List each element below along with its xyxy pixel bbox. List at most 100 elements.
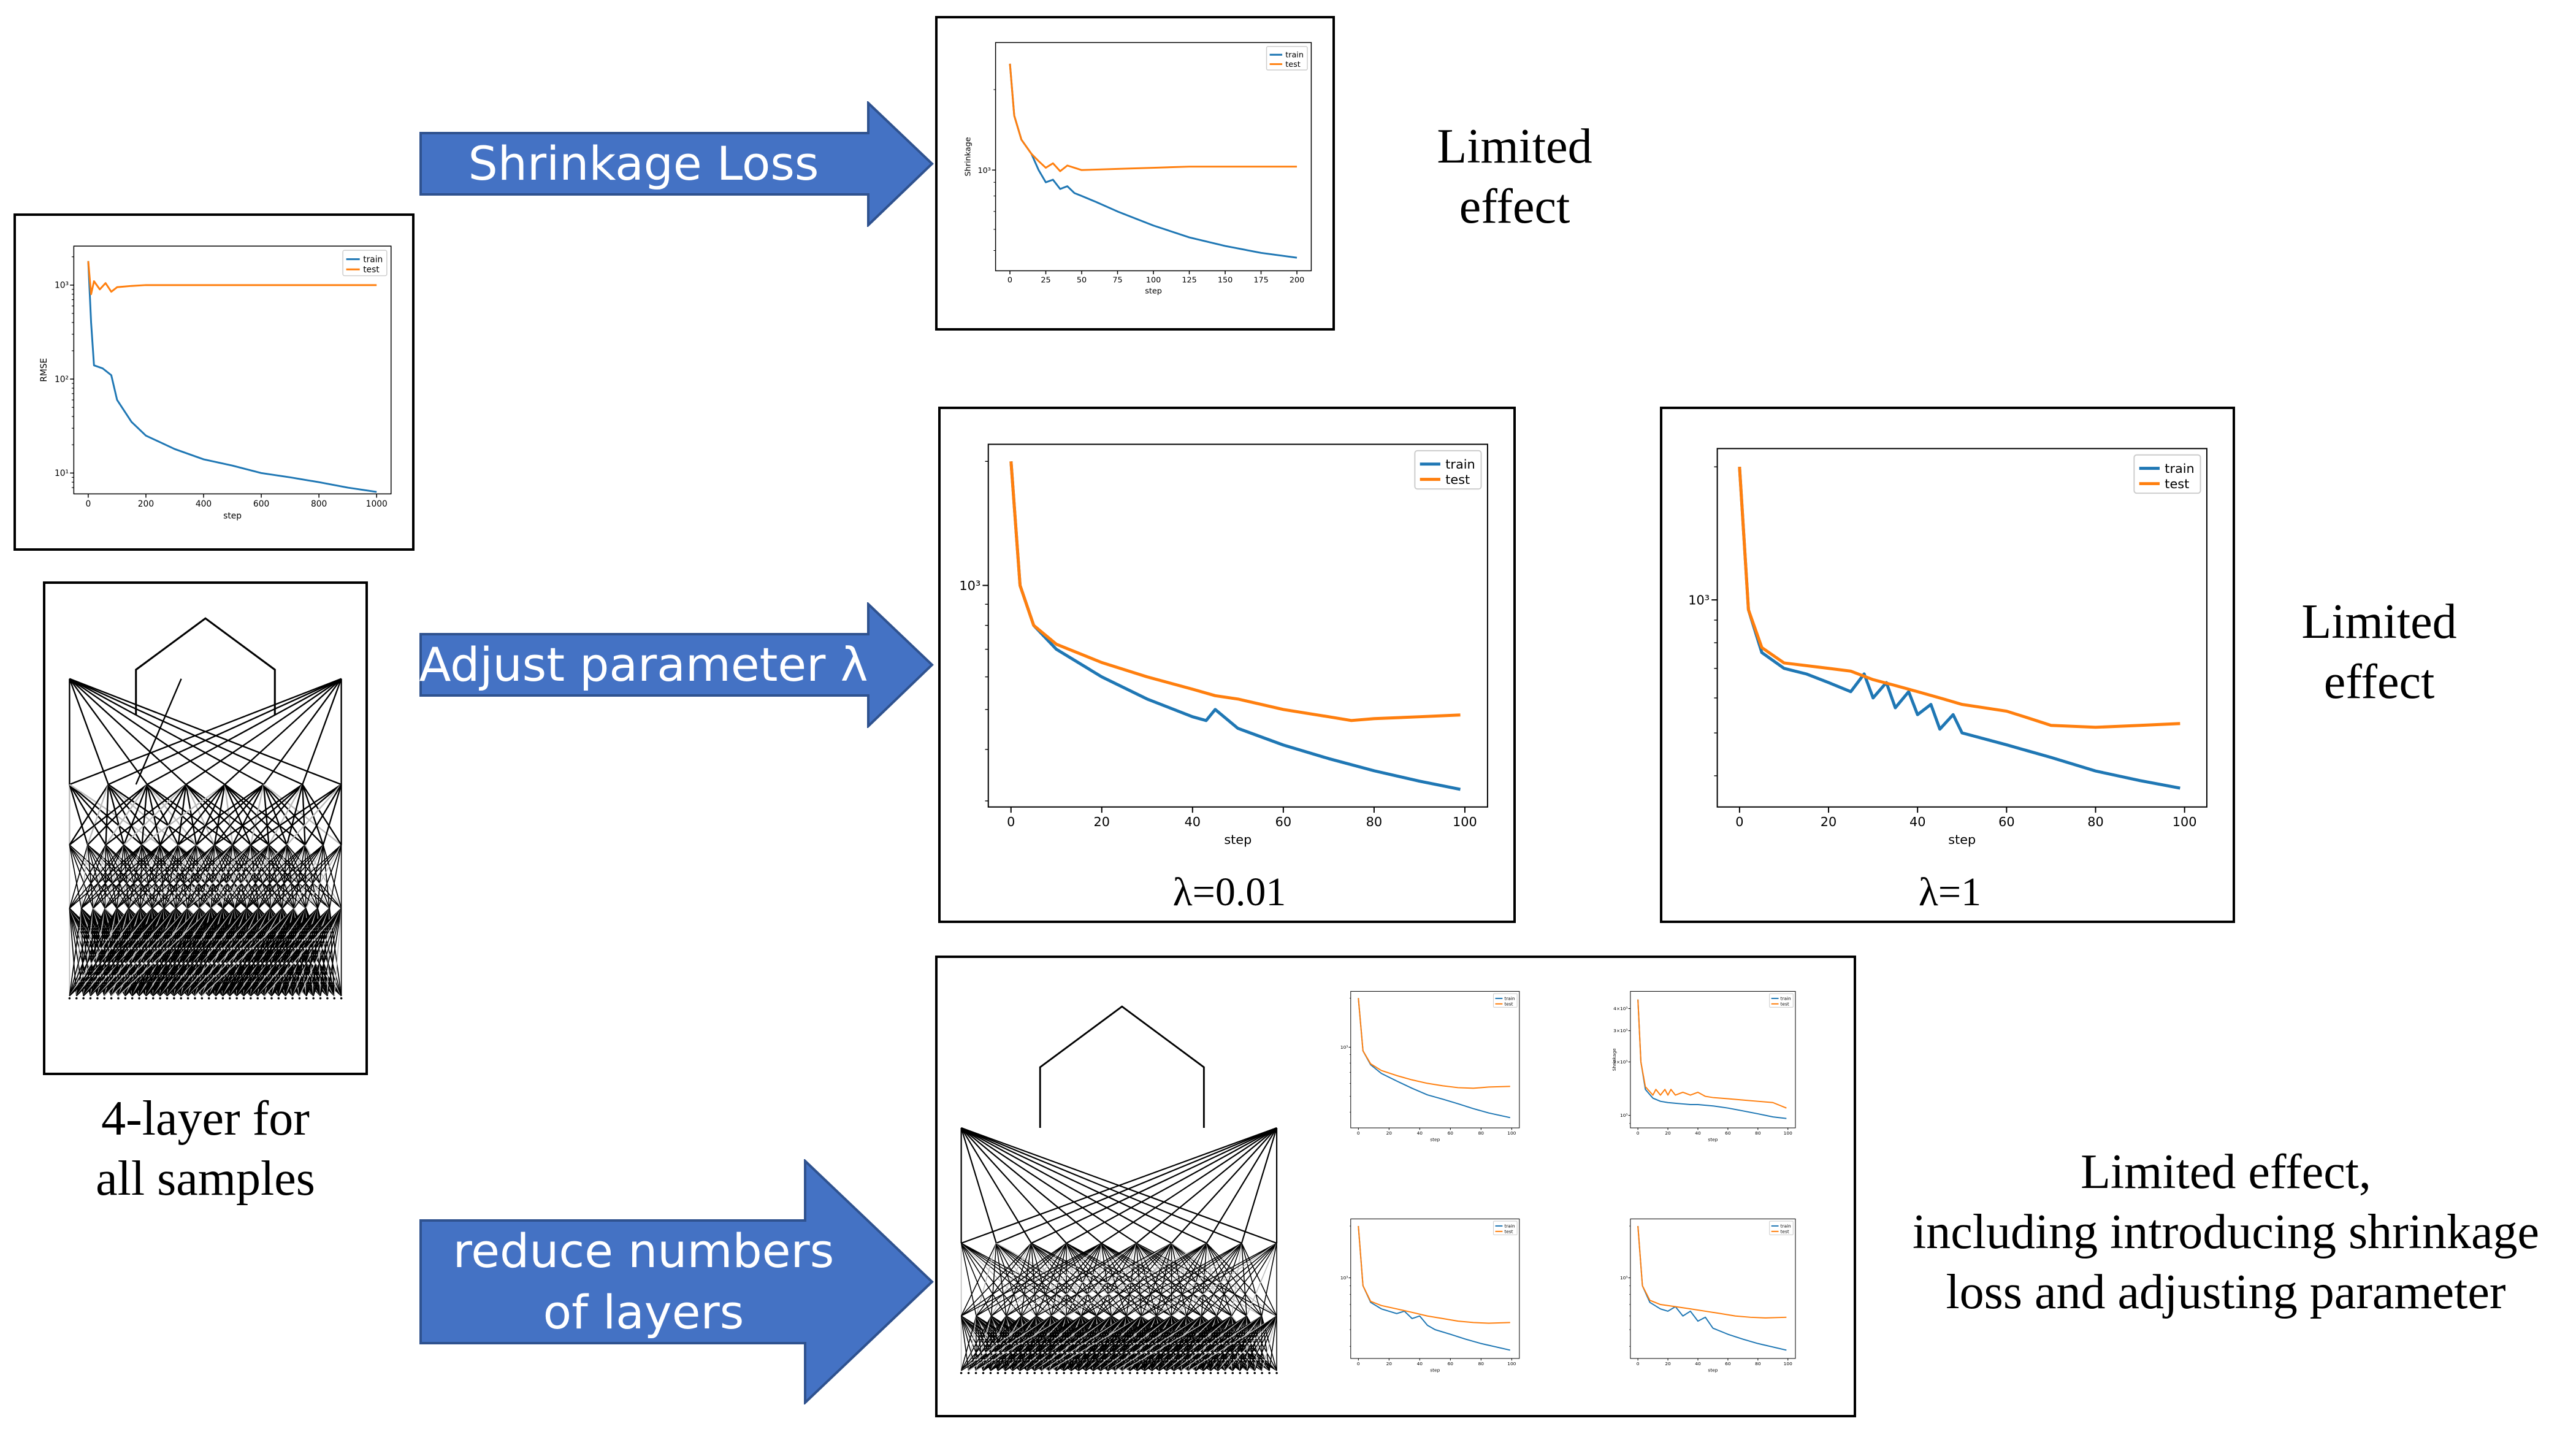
edge [1217, 1316, 1277, 1371]
network-4-layer-diagram [68, 617, 343, 1000]
shrinkage-chart-frame: 0 25 50 75 100 125 150 175 200 10³ step Shrinkage tr… [935, 16, 1335, 331]
leaf-node [1019, 1371, 1022, 1374]
edge [960, 1127, 1032, 1244]
edge [222, 908, 295, 997]
edge [83, 908, 165, 997]
edge [177, 784, 264, 846]
leaf-node [1202, 1371, 1205, 1374]
edge [1031, 1243, 1067, 1317]
edge [1254, 1316, 1277, 1371]
edge [258, 844, 324, 909]
y-axis-label: Shrinkage [1611, 1048, 1617, 1071]
edge [293, 845, 342, 909]
edge [1171, 1243, 1242, 1317]
edge [271, 908, 318, 997]
limited-effect-text-2: Limited effect [2257, 592, 2502, 712]
edge [1201, 1243, 1277, 1317]
leaf-node [186, 997, 189, 1000]
arrow-shape [419, 101, 934, 227]
leaf-node [1194, 1371, 1198, 1374]
leaf-node [284, 997, 287, 1000]
x-tick-label: 40 [1417, 1130, 1423, 1136]
edge [250, 908, 318, 997]
leaf-node [319, 997, 322, 1000]
plot-axes [995, 42, 1312, 272]
leaf-node [1048, 1371, 1050, 1374]
x-tick-label: 20 [1821, 814, 1836, 829]
edge [1210, 1316, 1277, 1371]
x-tick-label: 60 [1725, 1130, 1731, 1136]
edge [960, 1127, 1102, 1244]
edge [1186, 1243, 1277, 1317]
edge [146, 784, 179, 846]
edge [334, 908, 342, 996]
edge [1171, 1243, 1233, 1317]
edge [232, 784, 304, 846]
edge [991, 1243, 1067, 1317]
leaf-node [131, 997, 134, 1000]
edge [76, 908, 165, 997]
edge [968, 1316, 1037, 1371]
edge [80, 845, 124, 909]
x-tick-label: 80 [1478, 1130, 1485, 1136]
leaf-node [1136, 1371, 1139, 1374]
x-tick-label: 100 [1507, 1130, 1516, 1136]
leaf-node [1180, 1371, 1183, 1374]
edge [329, 845, 342, 909]
edge [145, 908, 201, 997]
edge [961, 1243, 1102, 1317]
edge [224, 784, 251, 846]
edge [968, 1316, 992, 1371]
reduced-layers-frame: 0 20 40 60 80 100 10³ step train test 0 20 40 60 80 100… [935, 956, 1856, 1417]
x-tick-label: 100 [1453, 814, 1477, 829]
edge [961, 1243, 1067, 1317]
plot-axes [1350, 1218, 1520, 1359]
y-tick-label: 10³ [1340, 1044, 1348, 1050]
leaf-node [235, 997, 238, 1000]
x-tick-label: 60 [1725, 1361, 1731, 1366]
rmse-chart: 0 200 400 600 800 1000 10¹ 10² 10³ step RMSE traint… [39, 245, 392, 521]
edge [69, 784, 107, 846]
edge [123, 784, 187, 846]
edge [1031, 1243, 1082, 1317]
leaf-node [1033, 1371, 1036, 1374]
leaf-node [89, 997, 92, 1000]
leaf-node [1172, 1371, 1175, 1374]
edge [86, 784, 109, 845]
edge [961, 1316, 1052, 1371]
series-line-train [1738, 467, 2180, 790]
edge [1206, 1243, 1217, 1316]
edge [1034, 1316, 1127, 1371]
edge [175, 845, 215, 909]
edge [1122, 1316, 1202, 1371]
edge [1078, 1316, 1157, 1371]
edge [201, 908, 259, 997]
edge [302, 784, 306, 845]
edge [229, 908, 318, 997]
plot-axes [1630, 990, 1796, 1128]
edge [1031, 1243, 1097, 1317]
edge [201, 908, 295, 997]
edge [110, 908, 188, 997]
y-tick-label: 10³ [1620, 1275, 1627, 1281]
leaf-node [989, 1371, 992, 1374]
edge [1136, 1243, 1202, 1317]
edge [313, 908, 342, 997]
leaf-node [103, 997, 105, 1000]
edge [1071, 1316, 1157, 1371]
edge [1021, 1243, 1137, 1317]
x-tick-label: 20 [1094, 814, 1110, 829]
edge [118, 908, 188, 997]
edge [1049, 1316, 1142, 1371]
edge [1041, 1316, 1112, 1371]
edge [1066, 1243, 1082, 1316]
leaf-node [1114, 1371, 1117, 1374]
edge [305, 845, 324, 909]
edge [188, 908, 283, 997]
edge [1036, 1243, 1172, 1317]
edge [1241, 1243, 1247, 1316]
edge [151, 844, 233, 909]
